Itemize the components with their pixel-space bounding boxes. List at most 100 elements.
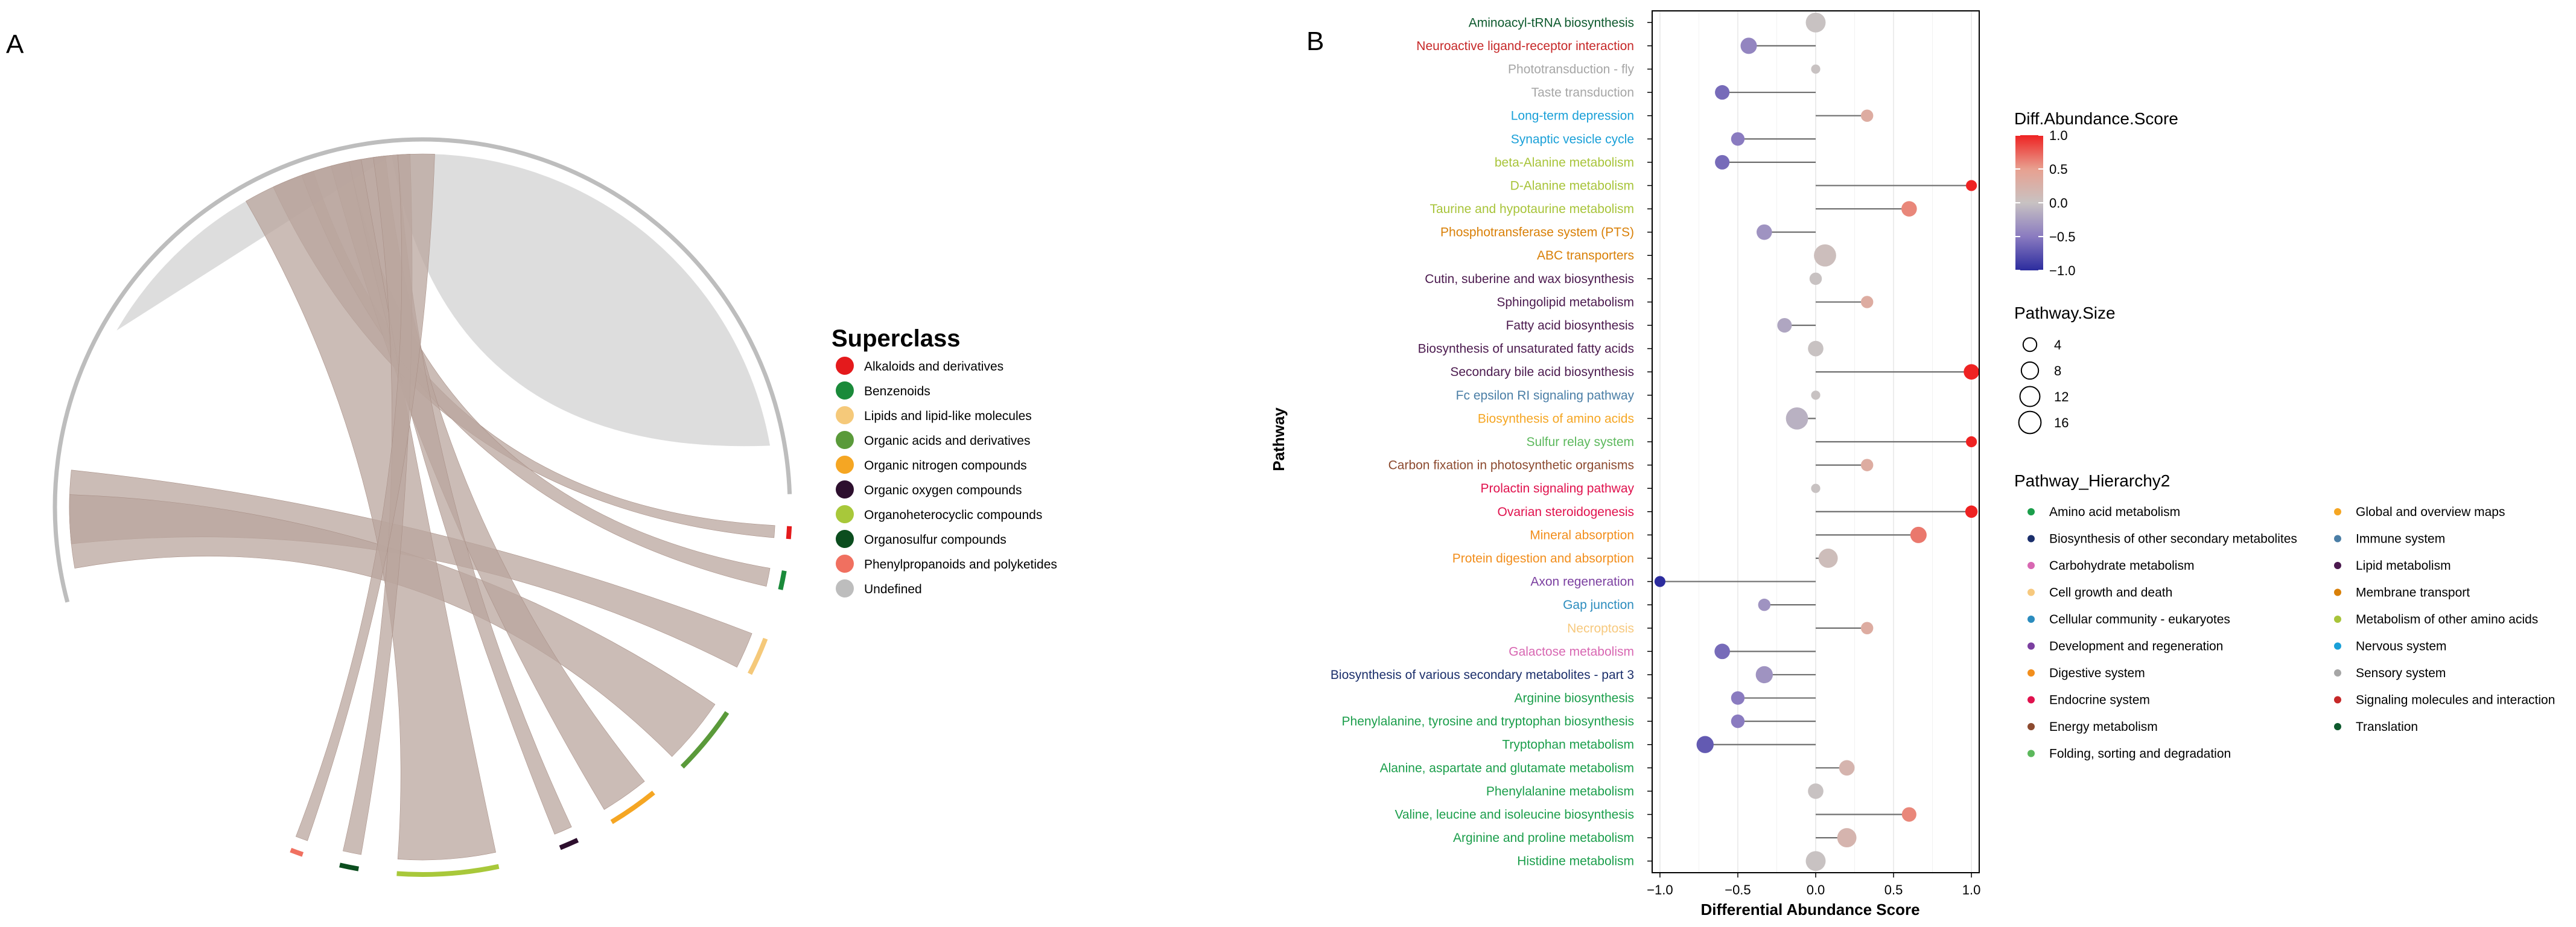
hierarchy-legend-item: Folding, sorting and degradation — [2027, 747, 2231, 761]
superclass-legend-swatch — [836, 456, 854, 474]
pathway-label: Arginine biosynthesis — [1515, 692, 1634, 706]
hierarchy-legend-item: Amino acid metabolism — [2027, 505, 2180, 519]
superclass-legend-item: Organic oxygen compounds — [836, 480, 1022, 499]
hierarchy-legend-label: Digestive system — [2049, 666, 2145, 680]
hierarchy-legend-label: Biosynthesis of other secondary metaboli… — [2049, 532, 2297, 546]
chord-fan-undefined — [116, 153, 771, 447]
hierarchy-legend-item: Metabolism of other amino acids — [2334, 613, 2538, 626]
pathway-label: Gap junction — [1563, 598, 1634, 612]
pathway-label: beta-Alanine metabolism — [1495, 156, 1634, 170]
lollipop-point — [1786, 407, 1808, 430]
chord-segment — [339, 862, 359, 871]
size-legend-circle — [2018, 410, 2042, 435]
chord-segment — [610, 791, 655, 824]
superclass-legend-item: Organosulfur compounds — [836, 530, 1007, 548]
hierarchy-legend-swatch — [2334, 696, 2341, 704]
hierarchy-legend-label: Carbohydrate metabolism — [2049, 559, 2194, 573]
pathway-label: Necroptosis — [1567, 622, 1634, 636]
pathway-label: Axon regeneration — [1530, 575, 1634, 589]
pathway-label: Protein digestion and absorption — [1452, 552, 1634, 565]
hierarchy-legend-label: Lipid metabolism — [2356, 559, 2451, 573]
hierarchy-legend-swatch — [2027, 642, 2035, 650]
pathway-hierarchy-legend: Pathway_Hierarchy2 Amino acid metabolism… — [2014, 471, 2555, 761]
hierarchy-legend-label: Cellular community - eukaryotes — [2049, 613, 2230, 626]
colorbar-tick-label: 0.5 — [2049, 162, 2068, 177]
pathway-label: Long-term depression — [1511, 109, 1634, 123]
lollipop-point — [1966, 180, 1977, 191]
size-legend-label: 8 — [2054, 363, 2061, 378]
lollipop-point — [1808, 340, 1824, 357]
hierarchy-legend-swatch — [2027, 588, 2035, 596]
lollipop-point — [1860, 109, 1874, 122]
lollipop-point — [1811, 64, 1821, 74]
hierarchy-legend-item: Cellular community - eukaryotes — [2027, 613, 2230, 626]
lollipop-point — [1755, 666, 1773, 684]
hierarchy-legend-swatch — [2334, 508, 2341, 515]
lollipop-point — [1901, 201, 1917, 217]
hierarchy-legend-swatch — [2027, 616, 2035, 623]
hierarchy-legend-item: Development and regeneration — [2027, 640, 2223, 654]
lollipop-point — [1965, 505, 1978, 518]
hierarchy-legend-swatch — [2027, 696, 2035, 704]
size-legend-label: 16 — [2054, 415, 2069, 430]
superclass-legend-item: Undefined — [836, 579, 922, 597]
superclass-legend-label: Phenylpropanoids and polyketides — [864, 558, 1057, 572]
chord-ribbon — [295, 153, 435, 841]
lollipop-point — [1811, 390, 1821, 400]
hierarchy-legend-swatch — [2334, 588, 2341, 596]
chord-ribbon — [69, 494, 716, 757]
panel-b-label: B — [1306, 27, 1324, 56]
hierarchy-legend-swatch — [2027, 508, 2035, 515]
superclass-legend-title: Superclass — [832, 325, 960, 352]
size-legend-circle — [2020, 361, 2040, 380]
lollipop-point — [1731, 132, 1745, 146]
hierarchy-legend-item: Nervous system — [2334, 640, 2447, 654]
pathway-label: Fatty acid biosynthesis — [1506, 319, 1634, 333]
hierarchy-legend-label: Signaling molecules and interaction — [2356, 693, 2555, 707]
lollipop-point — [1715, 154, 1730, 170]
hierarchy-legend-label: Global and overview maps — [2356, 505, 2505, 519]
lollipop-chart: Aminoacyl-tRNA biosynthesis Neuroactive l… — [1331, 10, 1980, 897]
diff-score-legend: Diff.Abundance.Score 1.0 0.5 0.0 −0.5 −1.0 — [2014, 109, 2178, 278]
colorbar-tick-label: 0.0 — [2049, 196, 2068, 211]
hierarchy-legend-item: Translation — [2334, 720, 2418, 734]
panel-a-label: A — [6, 30, 24, 59]
lollipop-point — [1715, 85, 1730, 100]
hierarchy-legend-label: Membrane transport — [2356, 586, 2470, 600]
superclass-legend-label: Organosulfur compounds — [864, 533, 1007, 547]
colorbar-tick-label: −0.5 — [2049, 229, 2075, 244]
hierarchy-legend-item: Lipid metabolism — [2334, 559, 2451, 573]
pathway-hierarchy-legend-title: Pathway_Hierarchy2 — [2014, 471, 2170, 490]
superclass-legend-item: Phenylpropanoids and polyketides — [836, 555, 1057, 573]
hierarchy-legend-swatch — [2027, 723, 2035, 730]
lollipop-point — [1964, 364, 1979, 380]
x-tick-label: −1.0 — [1647, 882, 1673, 897]
hierarchy-legend-item: Sensory system — [2334, 666, 2446, 680]
pathway-label: ABC transporters — [1537, 249, 1634, 263]
hierarchy-legend-item: Global and overview maps — [2334, 505, 2505, 519]
lollipop-point — [1757, 224, 1772, 240]
superclass-legend-label: Organoheterocyclic compounds — [864, 508, 1042, 522]
size-legend-circle — [2022, 337, 2038, 352]
pathway-label: Secondary bile acid biosynthesis — [1450, 365, 1634, 379]
diff-score-legend-title: Diff.Abundance.Score — [2014, 109, 2178, 128]
superclass-legend-item: Organoheterocyclic compounds — [836, 505, 1042, 523]
hierarchy-legend-label: Translation — [2356, 720, 2418, 734]
lollipop-point — [1731, 691, 1745, 705]
lollipop-point — [1860, 622, 1874, 634]
superclass-legend: Superclass Alkaloids and derivatives Benz… — [832, 325, 1057, 597]
pathway-label: Biosynthesis of various secondary metabo… — [1331, 668, 1634, 682]
lollipop-point — [1805, 851, 1826, 871]
chord-ring-undefined — [52, 137, 792, 603]
pathway-label: Phototransduction - fly — [1508, 62, 1634, 76]
superclass-legend-swatch — [836, 555, 854, 573]
chord-segment — [778, 570, 787, 590]
lollipop-point — [1910, 526, 1927, 543]
hierarchy-legend-label: Energy metabolism — [2049, 720, 2158, 734]
chord-diagram — [52, 137, 792, 877]
pathway-label: Phenylalanine metabolism — [1486, 785, 1634, 798]
size-legend-circle — [2019, 386, 2041, 407]
x-axis-title: Differential Abundance Score — [1700, 900, 1919, 919]
pathway-label: Sulfur relay system — [1526, 435, 1634, 449]
superclass-legend-item: Alkaloids and derivatives — [836, 357, 1003, 375]
